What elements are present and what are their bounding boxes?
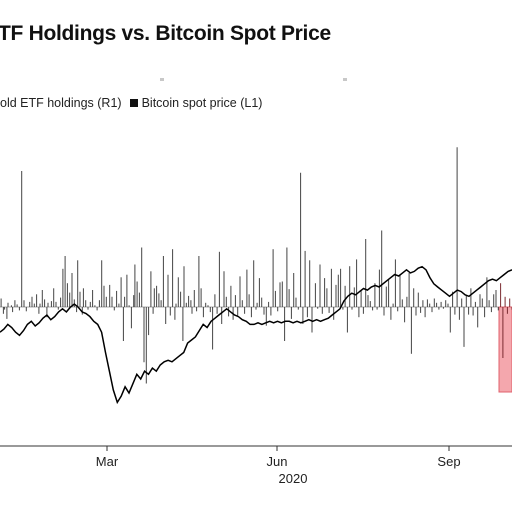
- x-tick-label-mar: Mar: [95, 454, 119, 469]
- chart-title: TF Holdings vs. Bitcoin Spot Price: [0, 22, 331, 45]
- legend-swatch-bitcoin: [129, 99, 138, 107]
- x-axis-year-label: 2020: [278, 471, 308, 486]
- highlight-region: [498, 306, 512, 393]
- x-tick-label-jun: Jun: [266, 454, 288, 469]
- legend: old ETF holdings (R1) Bitcoin spot price…: [0, 96, 262, 110]
- legend-entry-bitcoin: Bitcoin spot price (L1): [141, 96, 263, 110]
- bitcoin-price-line: [0, 265, 512, 405]
- etf-holdings-bars: [0, 147, 512, 384]
- top-tick-stub: [343, 78, 347, 81]
- x-tick-label-sep: Sep: [437, 454, 461, 469]
- legend-entry-etf: old ETF holdings (R1): [0, 96, 122, 110]
- top-tick-stub: [160, 78, 164, 81]
